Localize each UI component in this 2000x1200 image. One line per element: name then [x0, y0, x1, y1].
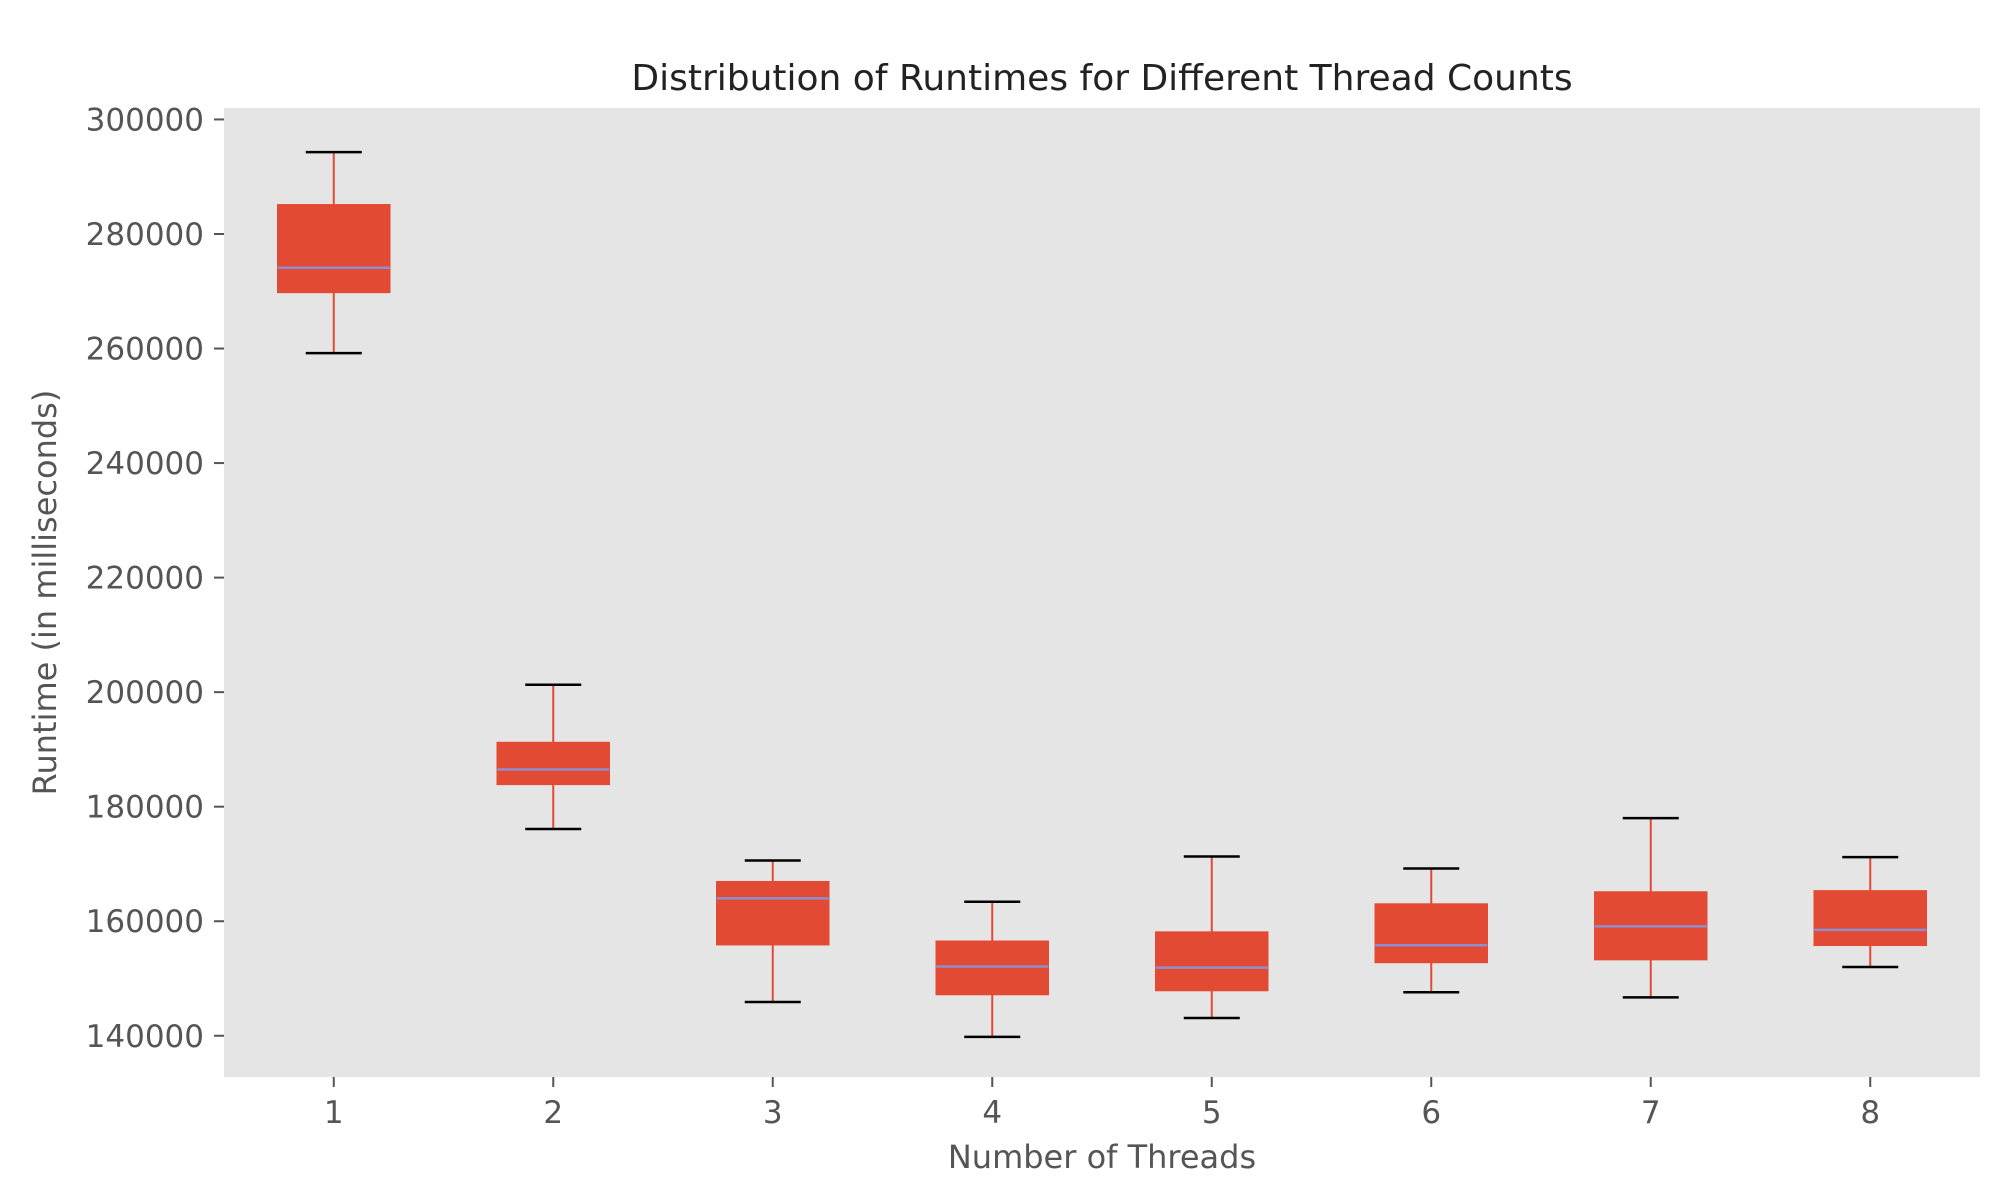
box-iqr: [1813, 890, 1927, 947]
y-axis-label: Runtime (in milliseconds): [26, 390, 64, 796]
x-axis: 1 2 3 4 5 6 7 8: [324, 1077, 1880, 1131]
x-tick-label: 4: [982, 1095, 1002, 1131]
x-tick-label: 3: [763, 1095, 783, 1131]
x-tick-label: 1: [324, 1095, 344, 1131]
box-iqr: [277, 204, 391, 294]
x-tick-label: 2: [543, 1095, 563, 1131]
box-1: [277, 150, 391, 355]
box-iqr: [496, 741, 610, 786]
y-tick-label: 240000: [86, 446, 204, 482]
plot-area-background: [224, 108, 1980, 1077]
x-tick-label: 6: [1421, 1095, 1441, 1131]
box-iqr: [935, 940, 1049, 996]
x-tick-label: 7: [1641, 1095, 1661, 1131]
box-6: [1374, 867, 1488, 994]
x-axis-label: Number of Threads: [948, 1138, 1256, 1176]
chart-title: Distribution of Runtimes for Different T…: [631, 58, 1572, 99]
boxes-layer: [277, 150, 1927, 1039]
y-tick-label: 180000: [86, 790, 204, 826]
y-axis: 140000 160000 180000 200000 220000 240000 2600…: [86, 102, 224, 1055]
x-tick-label: 8: [1860, 1095, 1880, 1131]
box-5: [1155, 855, 1269, 1020]
y-tick-label: 280000: [86, 217, 204, 253]
box-2: [496, 683, 610, 831]
x-tick-label: 5: [1202, 1095, 1222, 1131]
y-tick-label: 220000: [86, 561, 204, 597]
box-iqr: [716, 880, 830, 946]
y-tick-label: 200000: [86, 675, 204, 711]
box-8: [1813, 855, 1927, 969]
box-iqr: [1155, 931, 1269, 992]
box-7: [1594, 816, 1708, 999]
box-4: [935, 900, 1049, 1039]
y-tick-label: 140000: [86, 1019, 204, 1055]
y-tick-label: 160000: [86, 904, 204, 940]
y-tick-label: 300000: [86, 102, 204, 138]
box-3: [716, 859, 830, 1004]
box-iqr: [1374, 903, 1488, 964]
y-tick-label: 260000: [86, 332, 204, 368]
